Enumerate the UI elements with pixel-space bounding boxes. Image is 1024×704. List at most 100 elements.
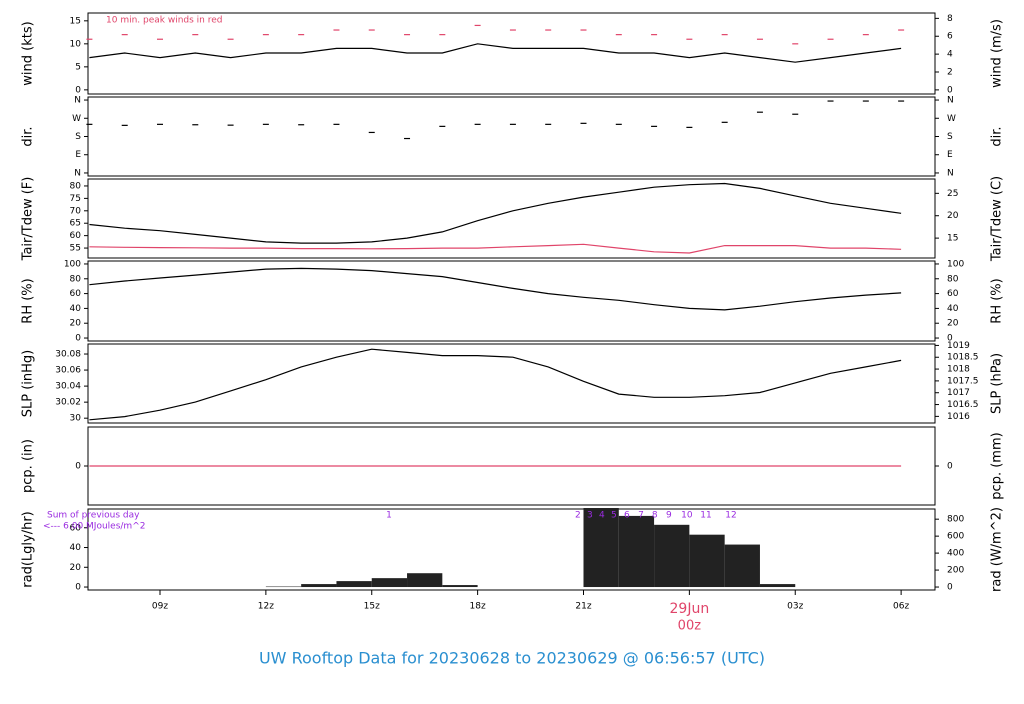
y-tick-label: 80 bbox=[70, 274, 82, 284]
y2-tick-label: 0 bbox=[947, 462, 953, 472]
x-tick-label: 15z bbox=[364, 602, 380, 612]
y2-tick-label: 1018.5 bbox=[947, 353, 979, 363]
hour-mark: 2 bbox=[575, 511, 581, 521]
bar bbox=[407, 573, 442, 587]
x-tick-label: 06z bbox=[893, 602, 909, 612]
y-tick-label: 5 bbox=[75, 62, 81, 72]
y2-tick-label: 1017 bbox=[947, 388, 970, 398]
x-tick-label: 09z bbox=[152, 602, 168, 612]
y-tick-label: 30.06 bbox=[55, 366, 81, 376]
date-label: 29Jun bbox=[670, 601, 710, 617]
hour-mark: 9 bbox=[666, 511, 672, 521]
hour-mark: 6 bbox=[624, 511, 630, 521]
x-tick-label: 21z bbox=[575, 602, 591, 612]
hour-mark: 1 bbox=[386, 511, 392, 521]
y2-tick-label: 1016 bbox=[947, 412, 970, 422]
y-tick-label: 40 bbox=[70, 304, 82, 314]
y2-axis-label: wind (m/s) bbox=[990, 19, 1005, 88]
y-tick-label: 0 bbox=[75, 583, 81, 593]
y2-tick-label: 0 bbox=[947, 85, 953, 95]
y-axis-label: Tair/Tdew (F) bbox=[21, 177, 36, 262]
y-tick-label: 30.04 bbox=[55, 382, 81, 392]
y-tick-label: 80 bbox=[70, 181, 82, 191]
bar bbox=[336, 581, 371, 587]
y2-tick-label: E bbox=[947, 150, 953, 160]
y-tick-label: 20 bbox=[70, 563, 82, 573]
y-axis-label: pcp. (in) bbox=[21, 439, 36, 493]
x-tick-label: 00z bbox=[678, 619, 702, 634]
y-tick-label: 70 bbox=[70, 206, 82, 216]
y2-tick-label: 20 bbox=[947, 211, 959, 221]
bar bbox=[301, 584, 336, 587]
y-tick-label: N bbox=[74, 168, 81, 178]
y-tick-label: 30 bbox=[70, 414, 82, 424]
hour-mark: 5 bbox=[611, 511, 617, 521]
y-tick-label: E bbox=[75, 150, 81, 160]
y-tick-label: N bbox=[74, 96, 81, 106]
y2-tick-label: 20 bbox=[947, 319, 959, 329]
y2-tick-label: 15 bbox=[947, 234, 958, 244]
y2-tick-label: 4 bbox=[947, 50, 953, 60]
bar bbox=[442, 585, 477, 587]
y2-axis-label: dir. bbox=[990, 126, 1005, 146]
y-tick-label: 20 bbox=[70, 319, 82, 329]
y-tick-label: 10 bbox=[70, 39, 82, 49]
y2-tick-label: 25 bbox=[947, 189, 958, 199]
y2-tick-label: 8 bbox=[947, 14, 953, 24]
annotation: 10 min. peak winds in red bbox=[106, 16, 223, 26]
bar bbox=[654, 525, 689, 587]
x-tick-label: 12z bbox=[258, 602, 274, 612]
y2-tick-label: 1018 bbox=[947, 365, 970, 375]
hour-mark: 12 bbox=[725, 511, 736, 521]
hour-mark: 8 bbox=[652, 511, 658, 521]
y2-axis-label: RH (%) bbox=[990, 278, 1005, 323]
bar bbox=[372, 578, 407, 587]
y-tick-label: W bbox=[72, 114, 81, 124]
y-tick-label: 100 bbox=[64, 259, 81, 269]
x-tick-label: 18z bbox=[470, 602, 486, 612]
bar bbox=[689, 535, 724, 587]
y2-tick-label: 100 bbox=[947, 259, 964, 269]
y2-tick-label: 40 bbox=[947, 304, 959, 314]
y-axis-label: SLP (inHg) bbox=[21, 350, 36, 418]
y-tick-label: 15 bbox=[70, 16, 81, 26]
hour-mark: 3 bbox=[587, 511, 593, 521]
y2-tick-label: 1019 bbox=[947, 341, 970, 351]
y-tick-label: 0 bbox=[75, 462, 81, 472]
bar bbox=[760, 584, 795, 587]
y-tick-label: 40 bbox=[70, 543, 82, 553]
y2-tick-label: 60 bbox=[947, 289, 959, 299]
y2-tick-label: 2 bbox=[947, 68, 953, 78]
y2-axis-label: SLP (hPa) bbox=[990, 353, 1005, 414]
hour-mark: 10 bbox=[681, 511, 693, 521]
y-tick-label: 55 bbox=[70, 244, 81, 254]
y-tick-label: 0 bbox=[75, 334, 81, 344]
y2-tick-label: 1017.5 bbox=[947, 376, 979, 386]
y-axis-label: RH (%) bbox=[21, 278, 36, 323]
y-tick-label: 65 bbox=[70, 219, 81, 229]
annotation: Sum of previous day bbox=[47, 511, 140, 521]
hour-mark: 11 bbox=[700, 511, 711, 521]
y2-axis-label: pcp. (mm) bbox=[990, 432, 1005, 499]
y-tick-label: 75 bbox=[70, 194, 81, 204]
y-tick-label: S bbox=[75, 132, 81, 142]
y-axis-label: rad(Lgly/hr) bbox=[21, 511, 36, 587]
x-tick-label: 03z bbox=[787, 602, 803, 612]
y-axis-label: wind (kts) bbox=[21, 21, 36, 85]
y2-axis-label: rad (W/m^2) bbox=[990, 507, 1005, 592]
y-axis-label: dir. bbox=[21, 126, 36, 146]
y2-tick-label: S bbox=[947, 132, 953, 142]
bar bbox=[619, 516, 654, 587]
y2-tick-label: 1016.5 bbox=[947, 400, 979, 410]
annotation: <--- 6.00 MJoules/m^2 bbox=[43, 522, 145, 532]
y-tick-label: 30.08 bbox=[55, 350, 81, 360]
y-tick-label: 30.02 bbox=[55, 398, 81, 408]
y2-tick-label: 6 bbox=[947, 32, 953, 42]
y2-tick-label: 600 bbox=[947, 532, 964, 542]
page-title: UW Rooftop Data for 20230628 to 20230629… bbox=[259, 649, 765, 668]
y2-tick-label: N bbox=[947, 96, 954, 106]
y-tick-label: 0 bbox=[75, 85, 81, 95]
y-tick-label: 60 bbox=[70, 231, 82, 241]
